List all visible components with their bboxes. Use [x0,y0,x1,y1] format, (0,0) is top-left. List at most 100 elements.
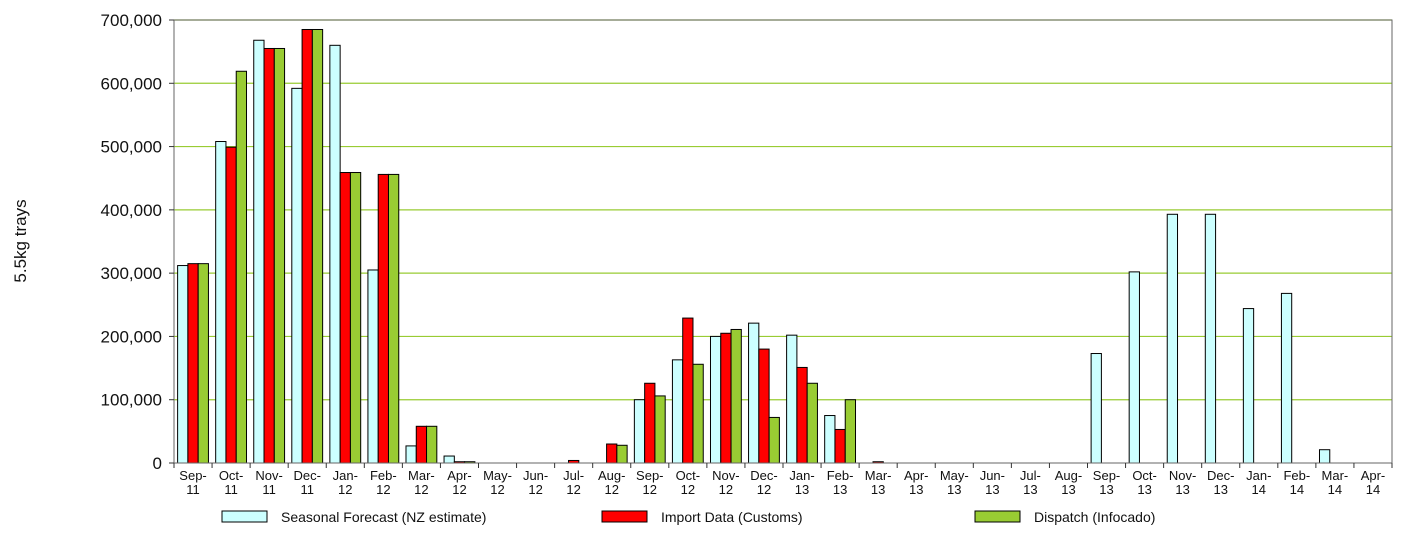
bar [1204,213,1217,464]
bar [426,425,438,464]
y-axis: 0 100,000 200,000 300,000 400,000 500,000 600,… [101,11,174,473]
x-tick-label-year: 12 [414,482,428,497]
x-tick-label-month: Sep- [1093,468,1120,483]
x-tick-label-month: May- [483,468,512,483]
y-tick-label: 700,000 [101,11,162,30]
x-tick-label-year: 13 [947,482,961,497]
x-tick-label-year: 13 [985,482,999,497]
y-tick-label: 400,000 [101,201,162,220]
x-tick-label-year: 12 [490,482,504,497]
bar [786,334,798,464]
x-tick-label-month: Feb- [827,468,854,483]
y-tick-label: 200,000 [101,327,162,346]
bar [1090,353,1102,464]
x-tick-label-year: 13 [1061,482,1075,497]
bar [415,425,428,464]
bar [768,416,780,464]
bar [633,399,646,464]
x-tick-label-year: 14 [1252,482,1266,497]
x-tick-label-month: Mar- [865,468,892,483]
x-tick-label-year: 13 [871,482,885,497]
bar [709,335,722,464]
bars [177,28,1331,464]
x-tick-label-month: Dec- [1207,468,1234,483]
x-tick-label-year: 12 [452,482,466,497]
legend-item: Dispatch (Infocado) [974,509,1155,525]
y-tick-label: 0 [153,454,162,473]
bar [682,317,694,464]
x-tick-label-month: Oct- [1132,468,1157,483]
legend-label: Import Data (Customs) [661,509,803,525]
bar [291,87,303,464]
bar [844,399,857,464]
bar [367,269,379,464]
x-tick-label-month: Feb- [370,468,397,483]
x-tick-label-month: Jun- [980,468,1005,483]
bar [329,44,341,464]
bar [654,395,666,464]
x-tick-label-month: Aug- [598,468,625,483]
legend-item: Seasonal Forecast (NZ estimate) [221,509,486,525]
bar [443,455,455,464]
x-tick-label-year: 12 [757,482,771,497]
x-tick-label-month: Sep- [179,468,206,483]
bar [796,366,808,464]
x-tick-label-month: Jan- [1246,468,1271,483]
bar [748,322,760,464]
x-tick-label-month: Apr- [1361,468,1386,483]
x-tick-label-year: 11 [186,482,200,497]
x-tick-label-month: Nov- [255,468,282,483]
bar [387,173,400,464]
y-tick-label: 300,000 [101,264,162,283]
x-tick-label-year: 12 [604,482,618,497]
x-tick-label-year: 12 [681,482,695,497]
y-axis-label: 5.5kg trays [11,199,30,282]
bar [339,172,351,464]
x-tick-label-month: Jan- [333,468,358,483]
bar [377,173,389,464]
x-tick-label-year: 12 [566,482,580,497]
x-tick-label-month: Jun- [523,468,548,483]
bar [197,263,209,464]
legend-item: Import Data (Customs) [601,509,803,525]
x-tick-label-month: Aug- [1055,468,1082,483]
legend-swatch [601,510,648,523]
bar [225,146,237,464]
x-tick-label-month: Oct- [676,468,701,483]
bar [616,444,628,464]
x-tick-label-year: 11 [262,482,276,497]
bar [824,415,836,464]
bar [1318,449,1331,464]
bar [301,28,313,464]
x-tick-label-year: 11 [224,482,238,497]
legend-swatch [221,510,268,523]
bar [311,28,324,464]
x-tick-label-year: 14 [1328,482,1342,497]
legend-swatch [974,510,1021,523]
x-tick-label-year: 12 [719,482,733,497]
x-tick-label-month: Jul- [563,468,584,483]
x-tick-label-month: May- [940,468,969,483]
x-tick-label-month: Jul- [1020,468,1041,483]
bar [273,47,286,464]
x-tick-label-month: Apr- [447,468,472,483]
x-tick-label-year: 13 [833,482,847,497]
x-tick-label-year: 12 [376,482,390,497]
x-tick-label-month: Mar- [1322,468,1349,483]
x-tick-label-month: Mar- [408,468,435,483]
bar [405,445,417,464]
x-tick-label-year: 11 [300,482,314,497]
x-tick-label-year: 13 [1175,482,1189,497]
bar [235,70,248,464]
bar [215,141,227,464]
x-tick-label-year: 13 [909,482,923,497]
bar [692,363,704,464]
x-tick-label-year: 12 [528,482,542,497]
x-tick-label-month: Apr- [904,468,929,483]
bar [671,359,684,464]
bar [720,332,732,464]
x-tick-label-month: Dec- [750,468,777,483]
bar [1166,213,1179,464]
x-axis: Sep-11Oct-11Nov-11Dec-11Jan-12Feb-12Mar-… [173,463,1393,497]
